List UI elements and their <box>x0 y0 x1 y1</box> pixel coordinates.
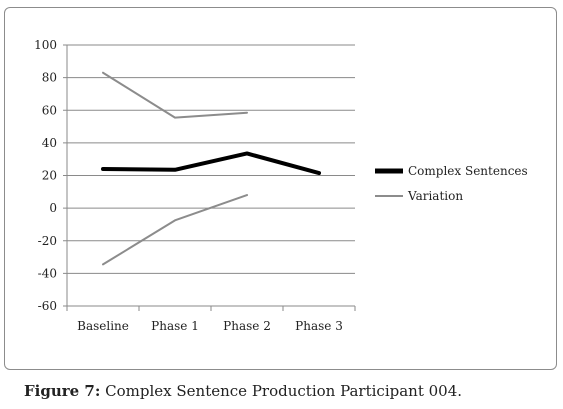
y-tick-label: 80 <box>42 71 57 85</box>
legend: Complex Sentences Variation <box>375 164 528 203</box>
y-tick-label: 20 <box>42 169 57 183</box>
legend-label: Complex Sentences <box>408 164 528 178</box>
y-tick-label: -20 <box>38 234 57 248</box>
x-tick-label: Baseline <box>77 319 129 333</box>
y-tick-label: 0 <box>49 201 57 215</box>
legend-label: Variation <box>407 189 463 203</box>
grid-layer <box>67 44 355 307</box>
series-line-3 <box>102 194 248 266</box>
y-tick-label: 100 <box>34 38 57 52</box>
y-tick-label: 40 <box>42 136 57 150</box>
x-tick-label: Phase 3 <box>295 319 343 333</box>
caption-label: Figure 7: <box>24 382 101 400</box>
axis-layer: 100 80 60 40 20 0 -20 -40 -60 Baseline Phase 1 Phas… <box>34 38 356 333</box>
chart-frame <box>4 7 557 370</box>
series-layer <box>101 71 321 266</box>
series-line-1 <box>101 151 321 176</box>
y-tick-label: -60 <box>38 299 57 313</box>
figure-caption: Figure 7: Complex Sentence Production Pa… <box>24 382 462 400</box>
y-tick-label: -40 <box>38 266 57 280</box>
x-tick-label: Phase 1 <box>151 319 199 333</box>
y-tick-label: 60 <box>42 103 57 117</box>
series-line-2 <box>102 71 248 119</box>
caption-text: Complex Sentence Production Participant … <box>105 382 463 400</box>
x-tick-label: Phase 2 <box>223 319 271 333</box>
